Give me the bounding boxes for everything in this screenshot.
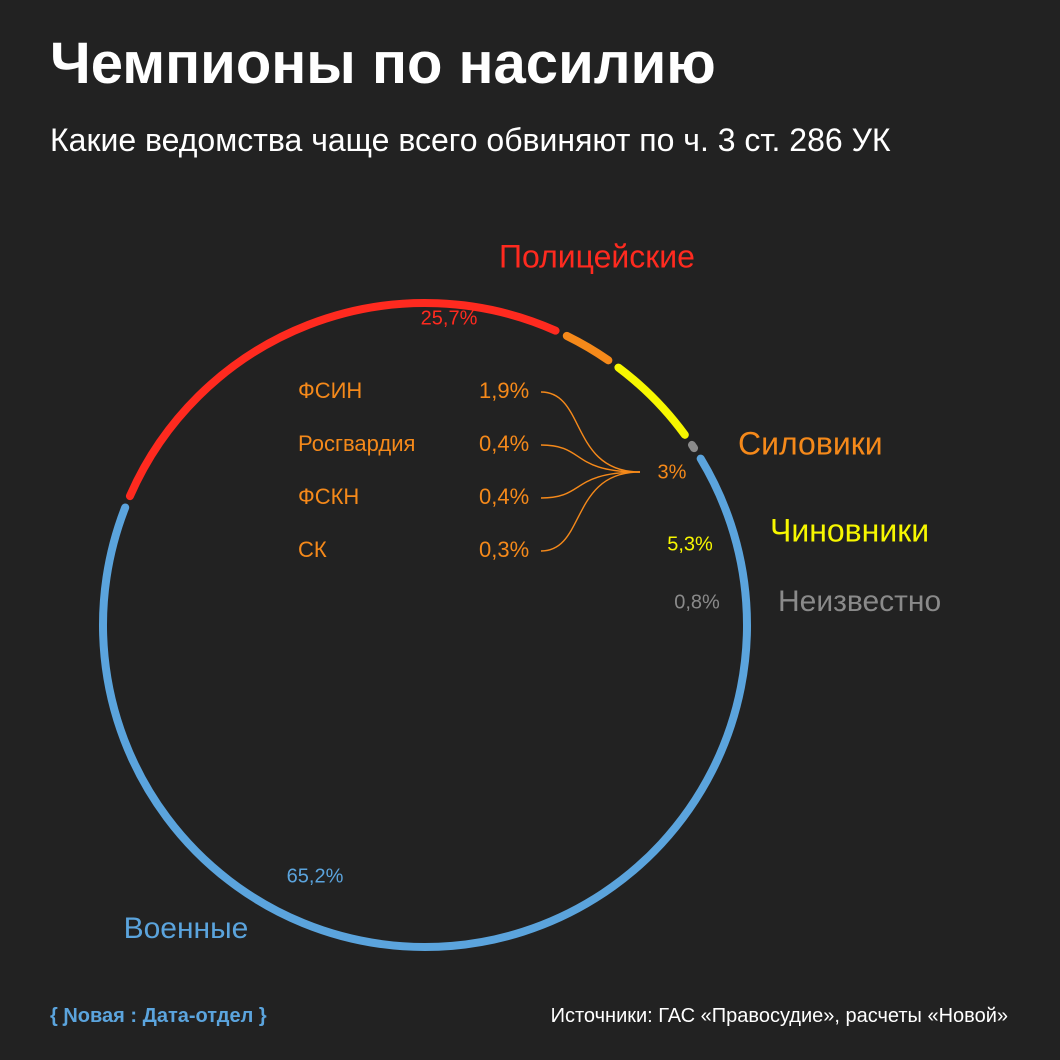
breakdown-connector-fsin: [540, 391, 641, 473]
value-label-unknown: 0,8%: [674, 591, 720, 613]
value-label-military: 65,2%: [287, 865, 344, 887]
ring-segment-unknown: [687, 440, 699, 453]
category-label-military: Военные: [124, 912, 249, 945]
ring-segment-police: [125, 299, 560, 501]
breakdown-connector-rosgvardia: [540, 444, 641, 473]
category-label-siloviki: Силовики: [738, 425, 883, 461]
breakdown-connector-sk: [540, 471, 641, 552]
category-label-officials: Чиновники: [770, 512, 929, 548]
value-label-officials: 5,3%: [667, 533, 713, 555]
publisher-logo: { Ɲовая : Дата-отдел }: [50, 1005, 267, 1027]
breakdown-label-sk: СК: [298, 537, 327, 562]
breakdown-connector-fskn: [540, 471, 641, 499]
ring-segment-siloviki: [562, 331, 613, 365]
category-label-unknown: Неизвестно: [778, 585, 941, 618]
value-label-siloviki: 3%: [658, 461, 687, 483]
chart-subtitle: Какие ведомства чаще всего обвиняют по ч…: [50, 122, 891, 158]
ring-segment-officials: [614, 363, 689, 439]
category-label-police: Полицейские: [499, 238, 695, 274]
value-label-police: 25,7%: [421, 307, 478, 329]
breakdown-value-rosgvardia: 0,4%: [479, 431, 529, 456]
sources-note: Источники: ГАС «Правосудие», расчеты «Но…: [550, 1005, 1008, 1027]
breakdown-label-fsin: ФСИН: [298, 378, 362, 403]
breakdown-label-fskn: ФСКН: [298, 484, 359, 509]
breakdown-value-fsin: 1,9%: [479, 378, 529, 403]
ring-segment-military: [99, 454, 751, 951]
breakdown-value-sk: 0,3%: [479, 537, 529, 562]
breakdown-label-rosgvardia: Росгвардия: [298, 431, 415, 456]
breakdown-value-fskn: 0,4%: [479, 484, 529, 509]
chart-title: Чемпионы по насилию: [50, 31, 716, 96]
